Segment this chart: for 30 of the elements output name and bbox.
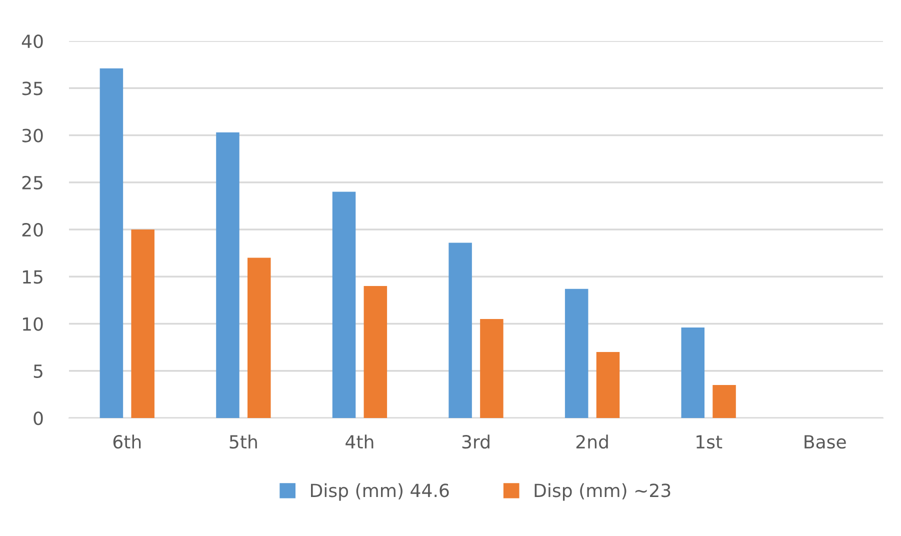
x-tick-label: 1st <box>696 435 722 449</box>
bar <box>564 288 588 418</box>
bar <box>332 192 356 418</box>
y-tick-label: 20 <box>22 222 43 237</box>
bar <box>712 385 736 418</box>
y-tick-label: 10 <box>23 317 43 331</box>
x-tick-label: 4th <box>346 434 374 448</box>
bar <box>248 258 271 418</box>
y-tick-label: 30 <box>22 128 43 142</box>
bar <box>100 68 124 418</box>
x-tick-label: 3rd <box>462 434 490 449</box>
bar <box>448 242 472 418</box>
bar <box>480 319 504 418</box>
y-tick-label: 15 <box>23 270 42 284</box>
bar <box>596 352 620 418</box>
y-tick-label: 35 <box>22 82 42 96</box>
y-tick-label: 0 <box>34 411 43 426</box>
legend-label: Disp (mm) 44.6 <box>311 483 449 501</box>
legend-label: Disp (mm) ~23 <box>534 483 670 501</box>
y-tick-label: 5 <box>34 364 42 378</box>
bar <box>364 286 388 418</box>
bar <box>681 328 704 418</box>
x-tick-label: 5th <box>230 434 257 449</box>
x-tick-label: Base <box>804 435 846 449</box>
y-tick-label: 40 <box>22 34 43 48</box>
x-tick-label: 6th <box>113 434 141 449</box>
x-tick-label: 2nd <box>576 434 608 449</box>
y-tick-label: 25 <box>22 176 42 190</box>
bar <box>216 132 240 418</box>
bar <box>131 230 154 418</box>
